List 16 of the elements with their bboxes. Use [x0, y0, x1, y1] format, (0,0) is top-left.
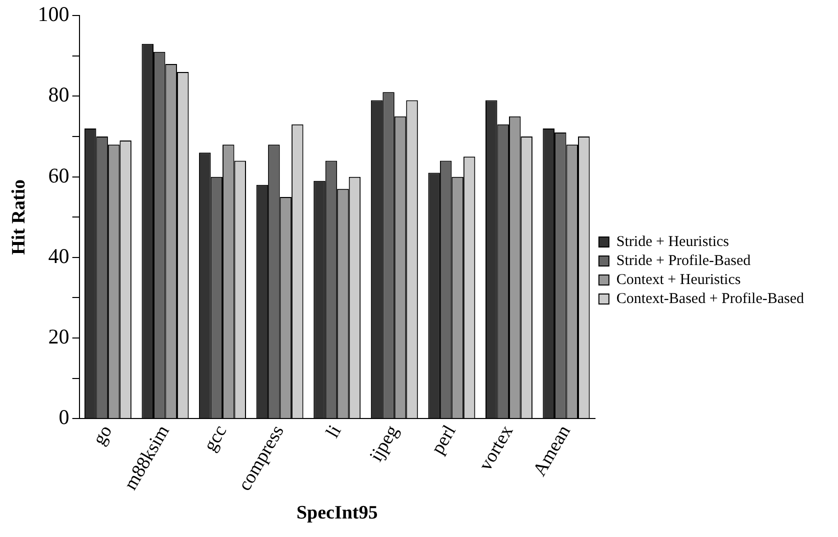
x-tick-label: go [88, 422, 117, 449]
y-tick-label: 100 [38, 2, 70, 26]
x-axis-title: SpecInt95 [296, 502, 378, 524]
y-tick-label: 20 [48, 324, 70, 349]
legend-label: Context-Based + Profile-Based [616, 290, 804, 307]
y-tick-label: 40 [48, 244, 70, 268]
x-tick-label: gcc [200, 422, 232, 456]
y-axis-title: Hit Ratio [8, 179, 30, 255]
legend-label: Context + Heuristics [616, 272, 741, 288]
x-tick-label: li [322, 422, 346, 442]
y-tick-label: 80 [48, 82, 70, 107]
x-tick-label: perl [427, 422, 460, 458]
legend-label: Stride + Profile-Based [616, 252, 752, 269]
y-tick-label: 0 [58, 405, 70, 430]
legend-label: Stride + Heuristics [616, 234, 730, 250]
y-tick-label: 60 [48, 163, 70, 188]
